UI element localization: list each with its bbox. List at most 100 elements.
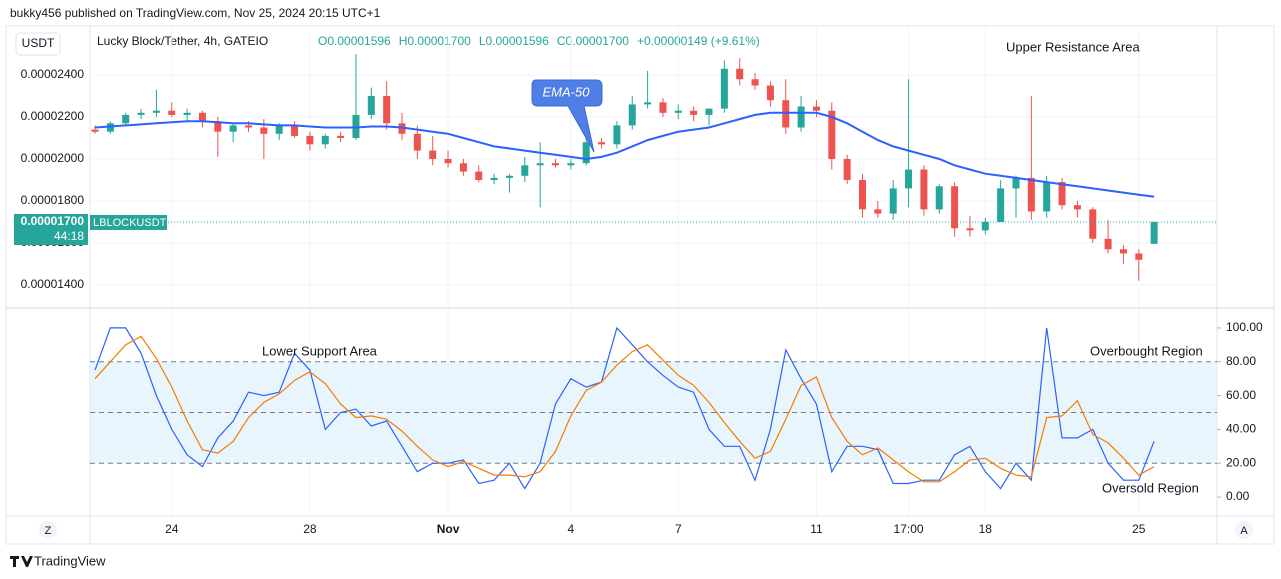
candle-body bbox=[429, 150, 437, 159]
time-tick-label: 25 bbox=[1132, 522, 1146, 536]
price-tick-label: 0.00002400 bbox=[21, 67, 85, 81]
time-tick-label: 17:00 bbox=[894, 522, 924, 536]
candle-body bbox=[245, 125, 252, 128]
osc-tick-label: 100.00 bbox=[1226, 320, 1263, 334]
candle-body bbox=[690, 110, 698, 115]
time-tick-label: 24 bbox=[165, 522, 179, 536]
candle-body bbox=[490, 177, 498, 180]
ohlc-value: L0.00001596 bbox=[479, 34, 549, 48]
osc-tick-label: 60.00 bbox=[1226, 388, 1256, 402]
candle-body bbox=[536, 163, 544, 166]
candle-body bbox=[291, 125, 299, 136]
grid bbox=[90, 28, 1217, 515]
ema-line bbox=[94, 111, 1155, 198]
candle-body bbox=[1073, 205, 1081, 210]
symbol-box bbox=[90, 214, 167, 230]
candle-body bbox=[797, 106, 805, 128]
footer-brand: TradingView bbox=[34, 553, 106, 568]
time-tick-label: 4 bbox=[568, 522, 575, 536]
candle-body bbox=[981, 221, 989, 231]
candle-body bbox=[183, 112, 191, 115]
candle-body bbox=[997, 188, 1005, 222]
candle-body bbox=[1043, 182, 1051, 212]
candle-body bbox=[321, 135, 329, 145]
currency-button[interactable] bbox=[15, 32, 61, 56]
candle-body bbox=[1150, 221, 1158, 244]
candle-body bbox=[705, 108, 713, 115]
chart-frame bbox=[5, 25, 1275, 545]
candle-body bbox=[552, 163, 559, 166]
ema-callout bbox=[531, 79, 603, 153]
candle-body bbox=[152, 110, 160, 113]
candle-body bbox=[859, 179, 866, 210]
publish-header: bukky456 published on TradingView.com, N… bbox=[10, 6, 381, 20]
candle-body bbox=[843, 158, 851, 180]
candle-body bbox=[275, 125, 283, 134]
time-tick-label: 11 bbox=[810, 522, 823, 536]
candle-body bbox=[505, 175, 513, 178]
price-tick-label: 0.00002000 bbox=[21, 151, 85, 165]
ohlc-legend: O0.00001596 H0.00001700 L0.00001596 C0.0000… bbox=[318, 34, 760, 48]
candle-body bbox=[383, 96, 391, 124]
osc-tick-label: 80.00 bbox=[1226, 354, 1256, 368]
auto-scale-label: A bbox=[1240, 525, 1248, 537]
candle-body bbox=[812, 106, 820, 111]
candle-body bbox=[766, 85, 774, 101]
zoom-button[interactable] bbox=[39, 521, 57, 539]
candle-body bbox=[598, 142, 606, 145]
candle-body bbox=[751, 79, 759, 86]
candle-body bbox=[1058, 182, 1066, 206]
candle-body bbox=[951, 186, 959, 229]
osc-tick-label: 0.00 bbox=[1226, 489, 1250, 503]
candle-body bbox=[1027, 177, 1035, 212]
candle-body bbox=[122, 114, 130, 124]
candle-body bbox=[475, 171, 483, 180]
candle-body bbox=[260, 127, 268, 134]
candle-body bbox=[582, 142, 590, 164]
candle-body bbox=[444, 158, 452, 164]
candle-body bbox=[736, 68, 744, 80]
price-tick-label: 0.00001800 bbox=[21, 193, 85, 207]
candle-body bbox=[567, 163, 575, 166]
candle-body bbox=[1135, 253, 1143, 260]
oversold-label: Oversold Region bbox=[1102, 480, 1199, 495]
candle-body bbox=[889, 188, 897, 214]
zoom-label: Z bbox=[45, 525, 52, 537]
ema-callout-label: EMA-50 bbox=[543, 84, 591, 99]
price-tick-label: 0.00001400 bbox=[21, 277, 85, 291]
candle-body bbox=[521, 165, 529, 176]
resistance-label: Upper Resistance Area bbox=[1006, 39, 1140, 54]
candle-body bbox=[828, 110, 836, 159]
candle-body bbox=[91, 129, 99, 132]
candle-body bbox=[168, 110, 176, 115]
ohlc-value: H0.00001700 bbox=[399, 34, 471, 48]
time-tick-label: 28 bbox=[303, 522, 317, 536]
candle-body bbox=[459, 163, 467, 172]
candle-body bbox=[644, 102, 652, 105]
auto-scale-button[interactable] bbox=[1235, 521, 1253, 539]
osc-tick-label: 40.00 bbox=[1226, 422, 1256, 436]
price-tick-label: 0.00002200 bbox=[21, 109, 85, 123]
candle-body bbox=[920, 169, 928, 210]
candle-body bbox=[413, 133, 421, 151]
candle-body bbox=[137, 112, 145, 115]
candle-body bbox=[874, 209, 882, 214]
plot bbox=[90, 54, 1217, 490]
candle-body bbox=[352, 114, 360, 139]
candle-body bbox=[966, 228, 974, 231]
candle-body bbox=[1104, 238, 1112, 250]
candle-body bbox=[106, 123, 114, 132]
candle-body bbox=[398, 123, 406, 134]
candle-body bbox=[367, 96, 375, 115]
candle-body bbox=[674, 110, 682, 113]
candle-body bbox=[935, 186, 943, 210]
time-tick-label: 7 bbox=[675, 522, 682, 536]
candle-body bbox=[1012, 177, 1020, 189]
candle-body bbox=[628, 104, 636, 126]
candle-body bbox=[659, 102, 667, 113]
candle-body bbox=[1089, 209, 1097, 239]
candle-body bbox=[337, 135, 345, 139]
support-label: Lower Support Area bbox=[262, 343, 378, 358]
